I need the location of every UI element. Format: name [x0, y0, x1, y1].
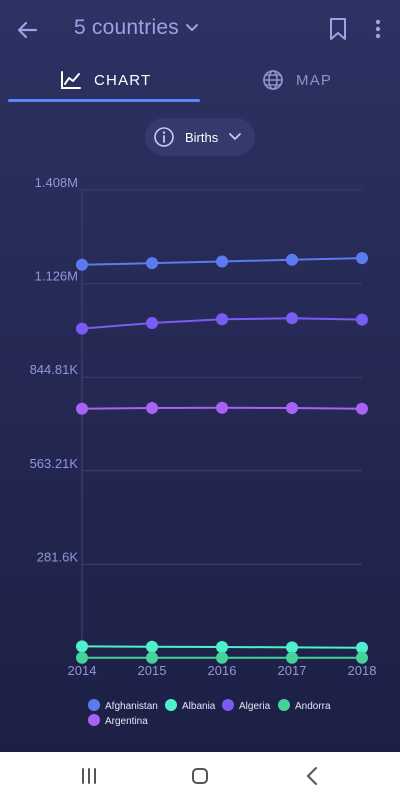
tab-chart-label: CHART — [94, 71, 152, 89]
metric-selector[interactable]: Births — [145, 118, 255, 156]
data-point-andorra — [216, 651, 228, 664]
data-point-andorra — [76, 651, 88, 664]
x-tick-label: 2016 — [208, 663, 237, 678]
legend-label-argentina: Argentina — [105, 716, 148, 727]
legend-label-algeria: Algeria — [239, 701, 271, 712]
births-line-chart: 281.6K 563.21K 844.81K 1.126M 1.408M 2014 2015… — [30, 175, 377, 727]
data-point-argentina — [286, 402, 298, 415]
chart-line-icon — [61, 71, 81, 89]
nav-back-button[interactable] — [298, 764, 328, 788]
chevron-down-icon — [185, 24, 198, 31]
tab-map-label: MAP — [296, 71, 333, 89]
data-point-afghanistan — [286, 253, 298, 266]
data-point-afghanistan — [356, 252, 368, 265]
data-point-afghanistan — [216, 255, 228, 268]
nav-back-icon — [307, 767, 317, 785]
data-point-algeria — [146, 316, 158, 329]
country-selector[interactable]: 5 countries — [74, 16, 199, 40]
y-tick-label: 1.126M — [35, 269, 78, 284]
arrow-left-icon — [17, 21, 38, 39]
app-screen: 5 countries CHART — [0, 0, 400, 752]
data-point-albania — [286, 641, 298, 654]
more-vertical-icon — [375, 19, 381, 39]
legend-marker-argentina — [88, 714, 100, 726]
data-point-albania — [356, 641, 368, 654]
legend-marker-afghanistan — [88, 699, 100, 711]
home-icon — [192, 768, 208, 784]
chevron-down-icon — [229, 133, 242, 140]
y-tick-label: 563.21K — [30, 456, 79, 471]
legend-label-afghanistan: Afghanistan — [105, 701, 158, 712]
data-point-algeria — [356, 313, 368, 326]
data-point-andorra — [286, 651, 298, 664]
legend-marker-andorra — [278, 699, 290, 711]
x-tick-label: 2018 — [348, 663, 377, 678]
data-point-afghanistan — [146, 257, 158, 270]
data-point-andorra — [146, 651, 158, 664]
data-point-afghanistan — [76, 258, 88, 271]
back-button[interactable] — [14, 16, 42, 44]
globe-icon — [263, 70, 283, 90]
x-tick-label: 2015 — [138, 663, 167, 678]
info-icon — [154, 127, 174, 147]
tab-chart[interactable]: CHART — [60, 58, 151, 102]
legend-marker-algeria — [222, 699, 234, 711]
system-navigation-bar — [0, 752, 400, 800]
y-tick-label: 844.81K — [30, 362, 79, 377]
x-tick-label: 2014 — [68, 663, 97, 678]
tab-map[interactable]: MAP — [262, 58, 332, 102]
top-app-bar: 5 countries — [0, 0, 400, 58]
legend-label-albania: Albania — [182, 701, 216, 712]
data-point-albania — [216, 641, 228, 654]
bookmark-button[interactable] — [326, 16, 350, 42]
page-title: 5 countries — [74, 16, 179, 39]
bookmark-icon — [330, 18, 346, 40]
data-point-argentina — [356, 402, 368, 415]
data-point-algeria — [286, 312, 298, 325]
data-point-algeria — [76, 322, 88, 335]
data-point-algeria — [216, 313, 228, 326]
data-point-argentina — [76, 402, 88, 415]
legend-marker-albania — [165, 699, 177, 711]
tab-bar: CHART MAP — [0, 58, 400, 102]
recents-icon — [82, 768, 96, 784]
active-tab-indicator — [8, 99, 200, 102]
data-point-albania — [76, 640, 88, 653]
metric-label: Births — [185, 129, 219, 145]
data-point-albania — [146, 640, 158, 653]
data-point-argentina — [146, 402, 158, 415]
recents-button[interactable] — [74, 764, 104, 788]
home-button[interactable] — [185, 764, 215, 788]
more-options-button[interactable] — [368, 16, 388, 42]
y-tick-label: 281.6K — [37, 549, 79, 564]
x-tick-label: 2017 — [278, 663, 307, 678]
data-point-argentina — [216, 401, 228, 414]
y-tick-label: 1.408M — [35, 175, 78, 190]
data-point-andorra — [356, 651, 368, 664]
legend-label-andorra: Andorra — [295, 701, 331, 712]
